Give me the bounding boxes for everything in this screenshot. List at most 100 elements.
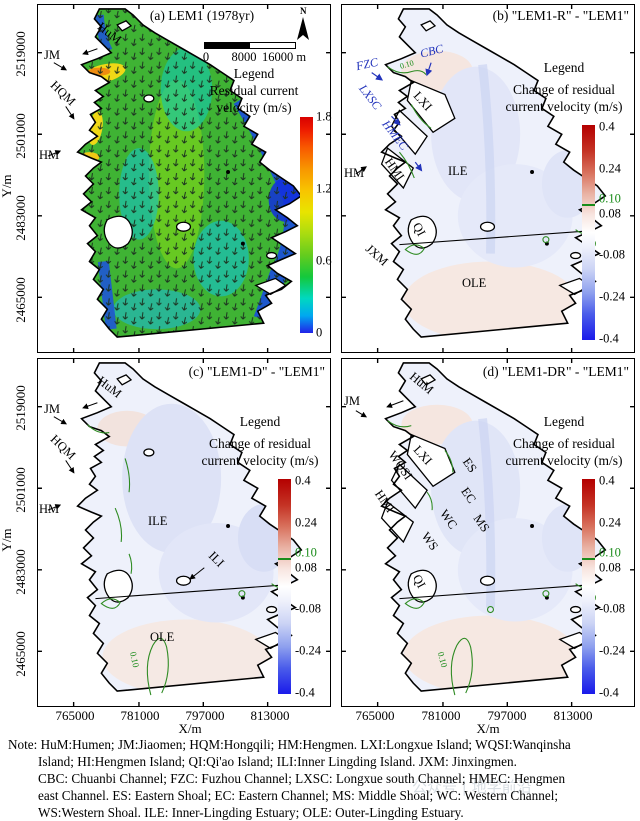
y-axis-label: Y/m [0, 174, 15, 198]
legend-line2: current velocity (m/s) [201, 453, 319, 468]
y-axis-tick-label: 2483000 [13, 549, 29, 595]
colorbar-change [582, 479, 595, 694]
x-axis-tick-label: 813000 [250, 708, 290, 723]
panel-b: (b) "LEM1-R" - "LEM1" Legend Change of r… [341, 4, 635, 353]
colorbar-highlight-line [278, 558, 291, 560]
colorbar-tick: 0.08 [599, 560, 621, 575]
y-axis-tick-label: 2501000 [13, 113, 29, 159]
map-label-ile: ILE [448, 164, 468, 178]
colorbar-tick: 0 [316, 325, 323, 340]
y-axis-tick-label: 2465000 [13, 277, 29, 323]
map-label-hm: HM [344, 166, 365, 180]
y-axis-tick-label: 2501000 [13, 467, 29, 513]
legend-line2: current velocity (m/s) [505, 99, 623, 114]
note-line: east Channel. ES: Eastern Shoal; EC: Eas… [38, 787, 559, 803]
scale-bar-label-0: 0 [202, 50, 210, 64]
north-label: N [300, 6, 307, 16]
colorbar-tick: -0.4 [599, 685, 619, 700]
y-axis-tick-label: 2465000 [13, 631, 29, 677]
figure-note: Note: HuM:Humen; JM:Jiaomen; HQM:Hongqil… [8, 737, 636, 821]
colorbar-tick: 0.4 [599, 473, 615, 488]
scale-bar-label-16000: 16000 m [261, 50, 307, 64]
x-axis-tick-label: 797000 [487, 708, 527, 723]
colorbar-tick-highlight: 0.10 [295, 545, 317, 560]
colorbar-tick: -0.4 [599, 331, 619, 346]
legend-line1: Change of residual [513, 436, 615, 451]
map-label-ole: OLE [150, 630, 175, 644]
x-axis-tick-label: 781000 [421, 708, 461, 723]
colorbar-tick: 0.24 [599, 515, 621, 530]
colorbar-velocity [300, 117, 313, 333]
panel-d-title: (d) "LEM1-DR" - "LEM1" [482, 364, 629, 379]
x-axis-tick-label: 781000 [120, 708, 160, 723]
legend-line1: Residual current [209, 83, 299, 98]
panel-c-title: (c) "LEM1-D" - "LEM1" [188, 364, 325, 379]
note-line: Note: HuM:Humen; JM:Jiaomen; HQM:Hongqil… [8, 737, 571, 752]
panel-a-title: (a) LEM1 (1978yr) [149, 8, 255, 23]
legend-title: Legend [543, 414, 585, 429]
panel-a: (a) LEM1 (1978yr) N 0 8000 16000 m Legen… [37, 4, 332, 353]
legend-line1: Change of residual [513, 82, 615, 97]
map-label-jm: JM [44, 48, 60, 62]
x-axis-label: X/m [476, 721, 500, 736]
y-axis-label: Y/m [0, 528, 15, 552]
colorbar-tick: 0.08 [599, 206, 621, 221]
colorbar-tick: -0.08 [295, 601, 322, 616]
legend-title: Legend [239, 414, 281, 429]
watermark: 公众号 | 地学前沿 [412, 778, 532, 796]
map-label-hm: HM [39, 148, 60, 162]
legend-line2: velocity (m/s) [216, 100, 292, 115]
legend-title: Legend [543, 60, 585, 75]
colorbar-tick: -0.08 [599, 601, 626, 616]
colorbar-tick: 0.08 [295, 560, 317, 575]
x-axis-label: X/m [178, 721, 202, 736]
colorbar-tick: 0.4 [599, 119, 615, 134]
map-label-jm: JM [344, 394, 360, 408]
colorbar-highlight-line [582, 204, 595, 206]
colorbar-tick: -0.08 [599, 247, 626, 262]
legend-line1: Change of residual [209, 436, 311, 451]
x-axis-tick-label: 765000 [55, 708, 95, 723]
x-axis-tick-label: 765000 [355, 708, 395, 723]
colorbar-tick-highlight: 0.10 [599, 545, 621, 560]
y-axis-tick-label: 2519000 [13, 385, 29, 431]
colorbar-tick: -0.24 [599, 289, 626, 304]
map-a-velocity [38, 5, 330, 352]
colorbar-change [278, 479, 291, 694]
legend-line2: current velocity (m/s) [505, 453, 623, 468]
map-label-ole: OLE [462, 276, 487, 290]
colorbar-tick: -0.24 [295, 643, 322, 658]
colorbar-tick: 1.2 [316, 181, 332, 196]
map-d-change [342, 359, 634, 706]
colorbar-tick: 0.4 [295, 473, 311, 488]
note-line: CBC: Chuanbi Channel; FZC: Fuzhou Channe… [38, 770, 566, 786]
colorbar-tick: -0.24 [599, 643, 626, 658]
map-label-ile: ILE [148, 514, 168, 528]
colorbar-tick: -0.4 [295, 685, 315, 700]
y-axis-tick-label: 2483000 [13, 195, 29, 241]
colorbar-tick-highlight: 0.10 [599, 191, 621, 206]
map-b-change [342, 5, 634, 352]
x-axis-tick-label: 797000 [185, 708, 225, 723]
legend-title: Legend [233, 66, 275, 81]
map-label-jm: JM [44, 402, 60, 416]
colorbar-tick: 1.8 [316, 109, 332, 124]
note-line: WS:Western Shoal. ILE: Inner-Lingding Es… [38, 804, 464, 820]
x-axis-tick-label: 813000 [553, 708, 593, 723]
north-arrow-icon [297, 17, 309, 40]
scale-bar [204, 42, 296, 49]
scale-bar-label-8000: 8000 [231, 50, 257, 64]
y-axis-tick-label: 2519000 [13, 31, 29, 77]
note-line: Island; HI:Hengmen Island; QI:Qi'ao Isla… [38, 753, 517, 769]
colorbar-highlight-line [582, 558, 595, 560]
panel-d: (d) "LEM1-DR" - "LEM1" Legend Change of … [341, 358, 635, 707]
contour-label: 0.10 [128, 650, 142, 669]
panel-c: (c) "LEM1-D" - "LEM1" Legend Change of r… [37, 358, 331, 707]
colorbar-tick: 0.24 [599, 161, 621, 176]
colorbar-tick: 0.6 [316, 253, 332, 268]
map-c-change [38, 359, 330, 706]
panel-b-title: (b) "LEM1-R" - "LEM1" [492, 8, 629, 23]
map-label-hm: HM [39, 502, 60, 516]
colorbar-change [582, 125, 595, 340]
